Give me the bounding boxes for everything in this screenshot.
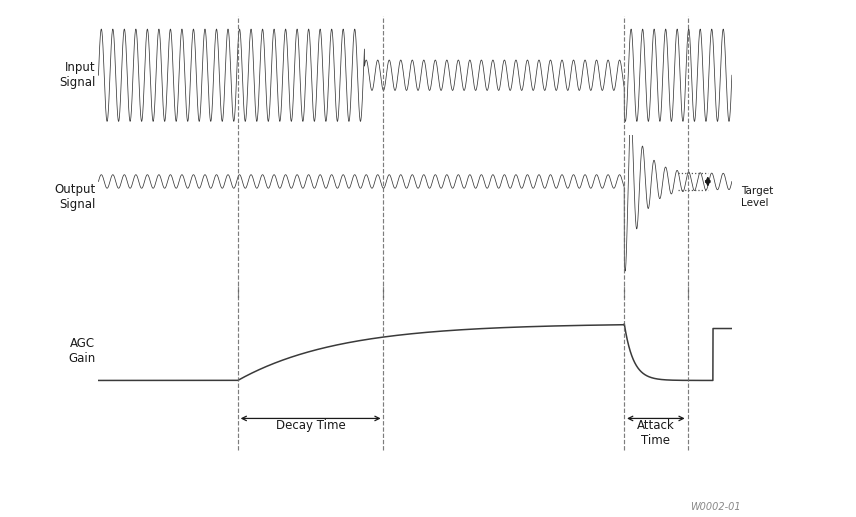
Text: Output
Signal: Output Signal xyxy=(54,183,95,211)
Text: Attack
Time: Attack Time xyxy=(637,419,675,447)
Text: Input
Signal: Input Signal xyxy=(59,61,95,89)
Text: AGC
Gain: AGC Gain xyxy=(68,337,95,365)
Text: W0002-01: W0002-01 xyxy=(690,502,740,512)
Text: Target
Level: Target Level xyxy=(741,186,774,208)
Text: Decay Time: Decay Time xyxy=(276,419,346,432)
